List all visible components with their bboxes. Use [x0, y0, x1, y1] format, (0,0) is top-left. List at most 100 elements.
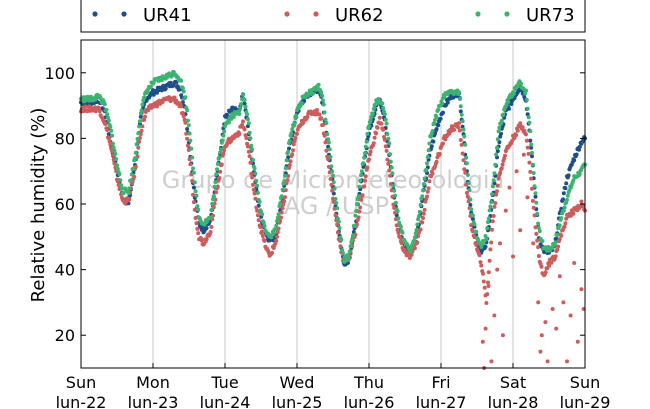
data-point — [134, 142, 139, 147]
data-point — [335, 230, 340, 235]
data-point — [335, 206, 340, 211]
data-point — [112, 148, 117, 153]
data-point — [287, 138, 292, 143]
data-point — [136, 131, 141, 136]
data-point — [251, 187, 256, 192]
data-point — [283, 188, 288, 193]
data-point — [371, 112, 375, 117]
data-point — [372, 135, 377, 140]
data-point — [494, 192, 499, 197]
x-tick-day: Sun — [66, 373, 96, 392]
data-point — [493, 162, 498, 167]
data-point — [533, 225, 538, 230]
data-point — [425, 161, 429, 166]
data-point — [282, 179, 287, 184]
data-point — [436, 107, 441, 112]
data-point — [247, 154, 252, 159]
data-point — [239, 102, 244, 107]
data-point — [260, 234, 265, 238]
data-point — [356, 194, 361, 199]
data-point — [133, 156, 137, 161]
data-point — [487, 258, 492, 263]
data-point — [479, 263, 484, 268]
data-point — [181, 114, 186, 119]
data-point — [465, 173, 470, 177]
data-point — [347, 249, 352, 254]
data-point — [119, 183, 124, 188]
data-point — [137, 124, 142, 129]
data-point — [227, 120, 231, 125]
data-point — [579, 199, 584, 204]
data-point — [136, 145, 141, 150]
data-point — [458, 104, 463, 109]
data-point — [495, 267, 500, 272]
data-point — [210, 201, 215, 206]
data-point — [386, 136, 391, 141]
data-point — [255, 183, 260, 188]
data-point — [499, 121, 503, 126]
data-point — [564, 181, 569, 186]
data-point — [452, 127, 457, 132]
data-point — [579, 287, 584, 292]
data-point — [482, 285, 487, 290]
data-point — [555, 233, 560, 237]
data-point — [209, 208, 214, 212]
data-point — [530, 150, 534, 155]
data-point — [241, 92, 245, 97]
data-point — [561, 197, 565, 202]
data-point — [529, 142, 534, 147]
data-point — [565, 359, 569, 364]
data-point — [441, 110, 445, 115]
data-point — [323, 117, 328, 122]
data-point — [317, 112, 322, 117]
data-point — [185, 118, 190, 123]
data-point — [470, 217, 475, 221]
data-point — [362, 184, 367, 189]
data-point — [188, 138, 193, 143]
x-tick-day: Thu — [353, 373, 384, 392]
data-point — [559, 233, 564, 238]
data-point — [554, 236, 559, 241]
data-point — [377, 115, 382, 120]
data-point — [490, 184, 495, 189]
data-point — [135, 136, 140, 141]
data-point — [468, 203, 473, 207]
data-point — [581, 204, 586, 209]
data-point — [204, 237, 209, 242]
data-point — [195, 226, 200, 231]
data-point — [440, 101, 445, 106]
x-tick-day: Tue — [210, 373, 238, 392]
data-point — [524, 132, 528, 137]
data-point — [393, 200, 398, 205]
legend-marker — [284, 11, 290, 17]
data-point — [461, 158, 466, 163]
data-point — [284, 158, 289, 163]
data-point — [114, 157, 119, 162]
data-point — [246, 149, 251, 154]
data-point — [359, 169, 364, 174]
data-point — [290, 127, 295, 132]
data-point — [422, 207, 427, 212]
data-point — [491, 178, 496, 183]
data-point — [262, 224, 267, 229]
data-point — [254, 178, 259, 183]
data-point — [217, 155, 222, 160]
data-point — [530, 162, 535, 167]
data-point — [484, 301, 489, 305]
data-point — [171, 83, 176, 88]
data-point — [248, 136, 253, 141]
series-UR62 — [79, 95, 587, 370]
data-point — [426, 186, 431, 191]
data-point — [279, 210, 284, 215]
data-point — [387, 168, 392, 173]
data-point — [110, 133, 115, 138]
data-point — [415, 222, 420, 227]
data-point — [105, 128, 110, 132]
x-tick-day: Wed — [280, 373, 315, 392]
data-point — [431, 139, 436, 144]
data-point — [396, 216, 401, 221]
legend: UR41 UR62 UR73 — [80, 0, 586, 33]
data-point — [460, 151, 465, 156]
data-point — [319, 116, 324, 121]
data-point — [434, 127, 439, 131]
